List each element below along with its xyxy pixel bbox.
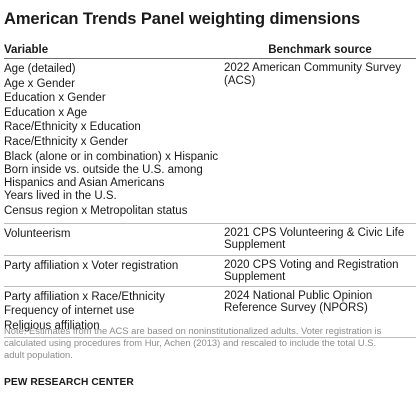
variable-item: Volunteerism xyxy=(4,227,71,240)
footer-credit: PEW RESEARCH CENTER xyxy=(4,377,134,388)
benchmark-source-line: 2021 CPS Volunteering & Civic Life xyxy=(224,226,405,239)
weighting-table: Variable Benchmark source Age (detailed)… xyxy=(4,44,416,339)
variable-item: Years lived in the U.S. xyxy=(4,190,117,203)
page-title: American Trends Panel weighting dimensio… xyxy=(4,10,361,28)
table-row-group: Age (detailed) Age x Gender Education x … xyxy=(4,59,416,224)
variable-item: Education x Gender xyxy=(4,92,106,105)
variable-item: Frequency of internet use xyxy=(4,305,135,318)
benchmark-source-line: Supplement xyxy=(224,239,286,252)
variable-item: Census region x Metropolitan status xyxy=(4,204,188,217)
benchmark-source-line: 2022 American Community Survey xyxy=(224,62,402,74)
variable-item: Race/Ethnicity x Gender xyxy=(4,135,129,148)
benchmark-source: 2022 American Community Survey (ACS) xyxy=(224,62,416,87)
benchmark-source: 2024 National Public Opinion Reference S… xyxy=(224,290,416,315)
variable-item: Black (alone or in combination) x Hispan… xyxy=(4,150,219,163)
note-line: adult population. xyxy=(4,348,73,360)
variable-item: Age x Gender xyxy=(4,77,75,90)
variable-item: Age (detailed) xyxy=(4,63,76,75)
variable-list: Party affiliation x Race/Ethnicity Frequ… xyxy=(4,287,222,338)
variable-item: Religious affiliation xyxy=(4,319,100,332)
variable-item: Party affiliation x Race/Ethnicity xyxy=(4,290,165,303)
benchmark-source-line: Supplement xyxy=(224,271,286,284)
header-variable: Variable xyxy=(4,44,49,56)
benchmark-source-line: 2024 National Public Opinion xyxy=(224,289,373,302)
variable-list: Age (detailed) Age x Gender Education x … xyxy=(4,59,222,223)
table-row-group: Volunteerism 2021 CPS Volunteering & Civ… xyxy=(4,224,416,256)
table-row-group: Party affiliation x Voter registration 2… xyxy=(4,256,416,287)
benchmark-source-line: (ACS) xyxy=(224,74,256,87)
benchmark-source-line: 2020 CPS Voting and Registration xyxy=(224,258,399,271)
benchmark-source-line: Reference Survey (NPORS) xyxy=(224,302,368,315)
variable-item: Race/Ethnicity x Education xyxy=(4,121,141,134)
variable-item: Hispanics and Asian Americans xyxy=(4,176,165,189)
variable-item: Education x Age xyxy=(4,106,88,119)
header-benchmark-source: Benchmark source xyxy=(268,44,372,56)
source-note: Note: Estimates from the ACS are based o… xyxy=(4,325,416,360)
variable-list: Party affiliation x Voter registration xyxy=(4,256,222,278)
table-header: Variable Benchmark source xyxy=(4,44,416,59)
variable-list: Volunteerism xyxy=(4,224,222,246)
benchmark-source: 2020 CPS Voting and Registration Supplem… xyxy=(224,259,416,284)
variable-item: Party affiliation x Voter registration xyxy=(4,259,179,272)
note-line: calculated using procedures from Hur, Ac… xyxy=(4,336,377,348)
table-row-group: Party affiliation x Race/Ethnicity Frequ… xyxy=(4,287,416,339)
note-line: Note: Estimates from the ACS are based o… xyxy=(4,325,382,336)
benchmark-source: 2021 CPS Volunteering & Civic Life Suppl… xyxy=(224,227,416,252)
variable-item: Born inside vs. outside the U.S. among xyxy=(4,164,203,177)
